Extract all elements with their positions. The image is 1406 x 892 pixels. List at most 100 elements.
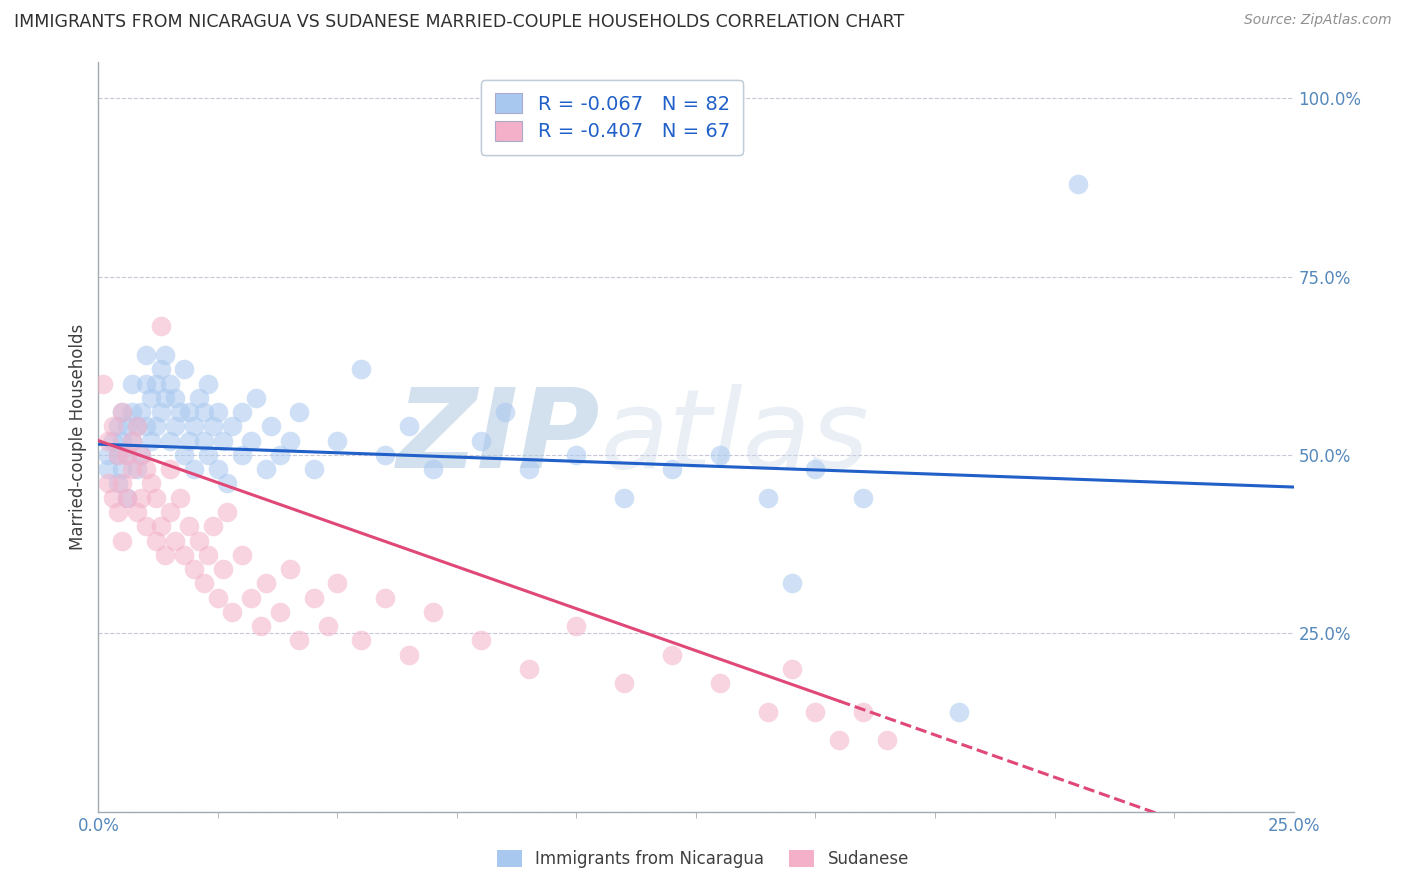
Point <box>159 505 181 519</box>
Point <box>111 476 134 491</box>
Point <box>125 419 148 434</box>
Point <box>173 448 195 462</box>
Point <box>494 405 516 419</box>
Point <box>231 405 253 419</box>
Point <box>107 476 129 491</box>
Point <box>326 434 349 448</box>
Point <box>125 462 148 476</box>
Point <box>149 362 172 376</box>
Point <box>183 462 205 476</box>
Point <box>828 733 851 747</box>
Point <box>517 662 540 676</box>
Point <box>780 662 803 676</box>
Point <box>278 562 301 576</box>
Legend: R = -0.067   N = 82, R = -0.407   N = 67: R = -0.067 N = 82, R = -0.407 N = 67 <box>481 79 744 154</box>
Point <box>115 491 138 505</box>
Point <box>374 448 396 462</box>
Point <box>183 419 205 434</box>
Point <box>179 405 201 419</box>
Point <box>111 405 134 419</box>
Point <box>207 405 229 419</box>
Point <box>756 705 779 719</box>
Point <box>163 533 186 548</box>
Point <box>135 462 157 476</box>
Point <box>155 391 177 405</box>
Point <box>149 519 172 533</box>
Point <box>269 605 291 619</box>
Point <box>221 419 243 434</box>
Point <box>259 419 281 434</box>
Point <box>302 591 325 605</box>
Point <box>316 619 339 633</box>
Point <box>254 462 277 476</box>
Point <box>302 462 325 476</box>
Point <box>193 405 215 419</box>
Point <box>101 419 124 434</box>
Point <box>756 491 779 505</box>
Point <box>115 491 138 505</box>
Point <box>193 576 215 591</box>
Point <box>254 576 277 591</box>
Point <box>470 633 492 648</box>
Point <box>107 448 129 462</box>
Point <box>115 419 138 434</box>
Point <box>852 705 875 719</box>
Point <box>565 448 588 462</box>
Point <box>145 376 167 391</box>
Text: ZIP: ZIP <box>396 384 600 491</box>
Point <box>211 434 233 448</box>
Point <box>245 391 267 405</box>
Point <box>709 448 731 462</box>
Text: Source: ZipAtlas.com: Source: ZipAtlas.com <box>1244 13 1392 28</box>
Point <box>149 319 172 334</box>
Point <box>1067 177 1090 191</box>
Y-axis label: Married-couple Households: Married-couple Households <box>69 324 87 550</box>
Point <box>804 705 827 719</box>
Point <box>398 419 420 434</box>
Point <box>173 362 195 376</box>
Point <box>131 491 153 505</box>
Point <box>145 491 167 505</box>
Point <box>202 519 225 533</box>
Point <box>565 619 588 633</box>
Point <box>155 548 177 562</box>
Point <box>240 434 263 448</box>
Point <box>217 476 239 491</box>
Point <box>125 505 148 519</box>
Point <box>193 434 215 448</box>
Point <box>288 633 311 648</box>
Point <box>131 448 153 462</box>
Point <box>780 576 803 591</box>
Text: IMMIGRANTS FROM NICARAGUA VS SUDANESE MARRIED-COUPLE HOUSEHOLDS CORRELATION CHAR: IMMIGRANTS FROM NICARAGUA VS SUDANESE MA… <box>14 13 904 31</box>
Point <box>111 434 134 448</box>
Point <box>250 619 273 633</box>
Point <box>470 434 492 448</box>
Point <box>135 419 157 434</box>
Point <box>422 462 444 476</box>
Point <box>183 562 205 576</box>
Point <box>288 405 311 419</box>
Point <box>240 591 263 605</box>
Point <box>139 434 162 448</box>
Point <box>135 376 157 391</box>
Point <box>231 448 253 462</box>
Point <box>97 462 120 476</box>
Point <box>278 434 301 448</box>
Point <box>197 448 219 462</box>
Point <box>207 591 229 605</box>
Point <box>111 405 134 419</box>
Point <box>101 491 124 505</box>
Point <box>269 448 291 462</box>
Point <box>91 376 114 391</box>
Point <box>661 462 683 476</box>
Point <box>197 548 219 562</box>
Point <box>221 605 243 619</box>
Point <box>121 405 143 419</box>
Point <box>107 505 129 519</box>
Point <box>97 476 120 491</box>
Point <box>159 462 181 476</box>
Point <box>145 419 167 434</box>
Point <box>107 419 129 434</box>
Point <box>125 419 148 434</box>
Point <box>145 533 167 548</box>
